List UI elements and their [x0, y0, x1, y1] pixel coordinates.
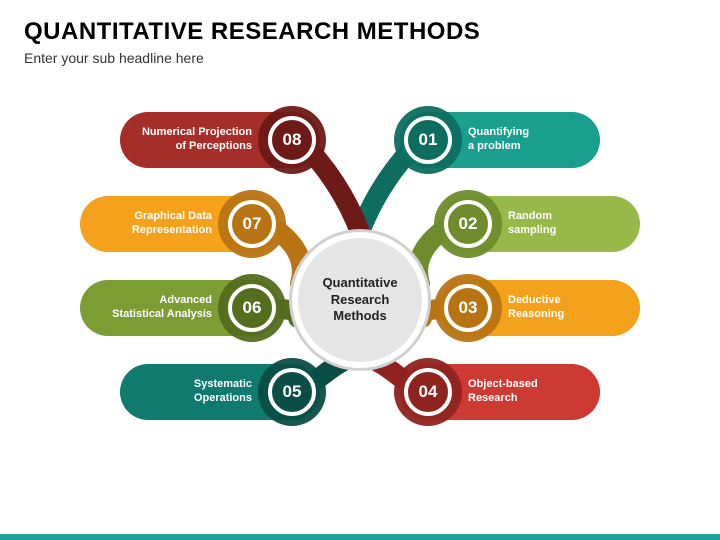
method-number: 06 — [243, 298, 262, 318]
method-number: 04 — [419, 382, 438, 402]
method-label: DeductiveReasoning — [508, 294, 564, 322]
num-wrap: 08 — [268, 116, 316, 164]
method-label: Quantifyinga problem — [468, 126, 529, 154]
method-number: 02 — [459, 214, 478, 234]
center-circle: Quantitative Research Methods — [292, 232, 428, 368]
method-pill-04: 04 Object-basedResearch — [400, 364, 600, 420]
method-label: AdvancedStatistical Analysis — [112, 294, 212, 322]
num-wrap: 07 — [228, 200, 276, 248]
method-label: SystematicOperations — [194, 378, 252, 406]
num-wrap: 02 — [444, 200, 492, 248]
num-wrap: 06 — [228, 284, 276, 332]
num-wrap: 03 — [444, 284, 492, 332]
method-pill-02: 02 Randomsampling — [440, 196, 640, 252]
method-label: Object-basedResearch — [468, 378, 538, 406]
num-circle: 06 — [228, 284, 276, 332]
infographic-diagram: 01 Quantifyinga problem 02 Randomsampling 03… — [0, 0, 720, 540]
method-label: Graphical DataRepresentation — [132, 210, 212, 238]
method-label: Randomsampling — [508, 210, 556, 238]
method-number: 07 — [243, 214, 262, 234]
num-circle: 02 — [444, 200, 492, 248]
method-label: Numerical Projectionof Perceptions — [142, 126, 252, 154]
method-number: 01 — [419, 130, 438, 150]
method-number: 03 — [459, 298, 478, 318]
method-pill-07: 07 Graphical DataRepresentation — [80, 196, 280, 252]
num-circle: 04 — [404, 368, 452, 416]
num-circle: 01 — [404, 116, 452, 164]
method-pill-05: 05 SystematicOperations — [120, 364, 320, 420]
num-circle: 03 — [444, 284, 492, 332]
num-circle: 08 — [268, 116, 316, 164]
method-number: 08 — [283, 130, 302, 150]
num-wrap: 05 — [268, 368, 316, 416]
num-circle: 07 — [228, 200, 276, 248]
method-pill-01: 01 Quantifyinga problem — [400, 112, 600, 168]
num-wrap: 01 — [404, 116, 452, 164]
method-number: 05 — [283, 382, 302, 402]
bottom-accent-bar — [0, 534, 720, 540]
method-pill-08: 08 Numerical Projectionof Perceptions — [120, 112, 320, 168]
center-label: Quantitative Research Methods — [308, 275, 412, 326]
num-wrap: 04 — [404, 368, 452, 416]
num-circle: 05 — [268, 368, 316, 416]
method-pill-06: 06 AdvancedStatistical Analysis — [80, 280, 280, 336]
method-pill-03: 03 DeductiveReasoning — [440, 280, 640, 336]
